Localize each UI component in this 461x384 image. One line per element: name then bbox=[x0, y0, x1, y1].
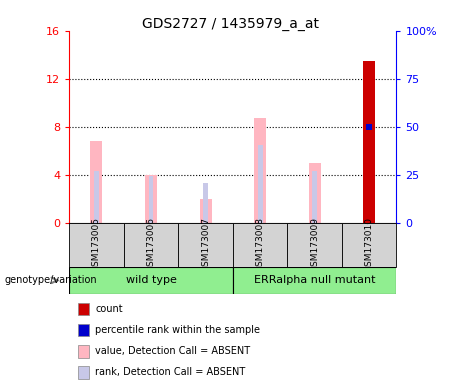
Bar bbox=[145, 175, 157, 223]
Bar bbox=[69, 267, 233, 294]
Bar bbox=[90, 141, 102, 223]
Text: value, Detection Call = ABSENT: value, Detection Call = ABSENT bbox=[95, 346, 250, 356]
Text: count: count bbox=[95, 304, 123, 314]
Bar bbox=[342, 223, 396, 267]
Text: wild type: wild type bbox=[125, 275, 177, 285]
Bar bbox=[178, 223, 233, 267]
Text: GSM173008: GSM173008 bbox=[255, 217, 265, 272]
Bar bbox=[233, 267, 396, 294]
Text: genotype/variation: genotype/variation bbox=[5, 275, 97, 285]
Bar bbox=[287, 223, 342, 267]
Bar bbox=[124, 223, 178, 267]
Bar bbox=[78, 324, 89, 336]
Text: GSM173006: GSM173006 bbox=[147, 217, 155, 272]
Text: GDS2727 / 1435979_a_at: GDS2727 / 1435979_a_at bbox=[142, 17, 319, 31]
Bar bbox=[312, 171, 317, 223]
Bar bbox=[78, 366, 89, 379]
Text: GSM173007: GSM173007 bbox=[201, 217, 210, 272]
Bar bbox=[254, 118, 266, 223]
Text: percentile rank within the sample: percentile rank within the sample bbox=[95, 325, 260, 335]
Bar bbox=[200, 199, 212, 223]
Text: ERRalpha null mutant: ERRalpha null mutant bbox=[254, 275, 375, 285]
Bar bbox=[308, 163, 321, 223]
Text: rank, Detection Call = ABSENT: rank, Detection Call = ABSENT bbox=[95, 367, 246, 377]
Text: GSM173009: GSM173009 bbox=[310, 217, 319, 272]
Bar bbox=[78, 345, 89, 358]
Bar bbox=[148, 176, 154, 223]
Bar bbox=[94, 171, 99, 223]
Bar bbox=[78, 303, 89, 315]
Bar bbox=[233, 223, 287, 267]
Bar bbox=[69, 223, 124, 267]
Text: GSM173010: GSM173010 bbox=[365, 217, 374, 272]
Bar bbox=[363, 61, 375, 223]
Text: GSM173005: GSM173005 bbox=[92, 217, 101, 272]
Bar bbox=[203, 183, 208, 223]
Bar bbox=[258, 145, 262, 223]
